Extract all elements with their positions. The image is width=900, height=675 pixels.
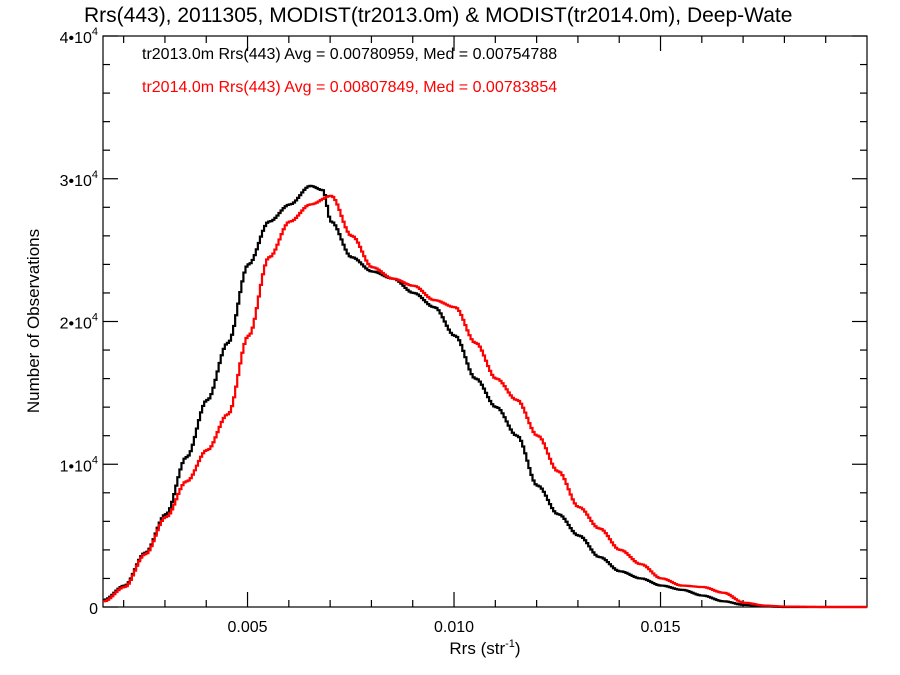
- x-tick-label: 0.005: [228, 619, 268, 636]
- x-tick-label: 0.010: [434, 619, 474, 636]
- series-layer: [103, 184, 867, 609]
- x-axis-title: Rrs (str-1): [449, 638, 520, 658]
- series-line-tr2014.0m: [103, 194, 867, 609]
- y-tick-label: 3•104: [60, 169, 98, 190]
- plot-frame: [102, 35, 868, 608]
- chart-title: Rrs(443), 2011305, MODIST(tr2013.0m) & M…: [84, 4, 792, 27]
- y-tick-label: 1•104: [60, 454, 98, 475]
- y-axis-title: Number of Observations: [24, 229, 43, 413]
- legend-entry-tr2013.0m: tr2013.0m Rrs(443) Avg = 0.00780959, Med…: [142, 46, 557, 63]
- y-tick-label: 4•104: [60, 26, 98, 47]
- legend: tr2013.0m Rrs(443) Avg = 0.00780959, Med…: [142, 46, 557, 96]
- y-tick-label: 0: [89, 601, 98, 618]
- x-axis-ticks: 0.005 0.010 0.015: [123, 36, 827, 636]
- legend-entry-tr2014.0m: tr2014.0m Rrs(443) Avg = 0.00807849, Med…: [142, 79, 557, 96]
- y-tick-label: 2•104: [60, 312, 98, 333]
- plot-area: 0.005 0.010 0.015 0 1•104 2•104 3•104 4•104: [60, 26, 868, 636]
- series-line-tr2013.0m: [103, 184, 867, 609]
- x-tick-label: 0.015: [640, 619, 680, 636]
